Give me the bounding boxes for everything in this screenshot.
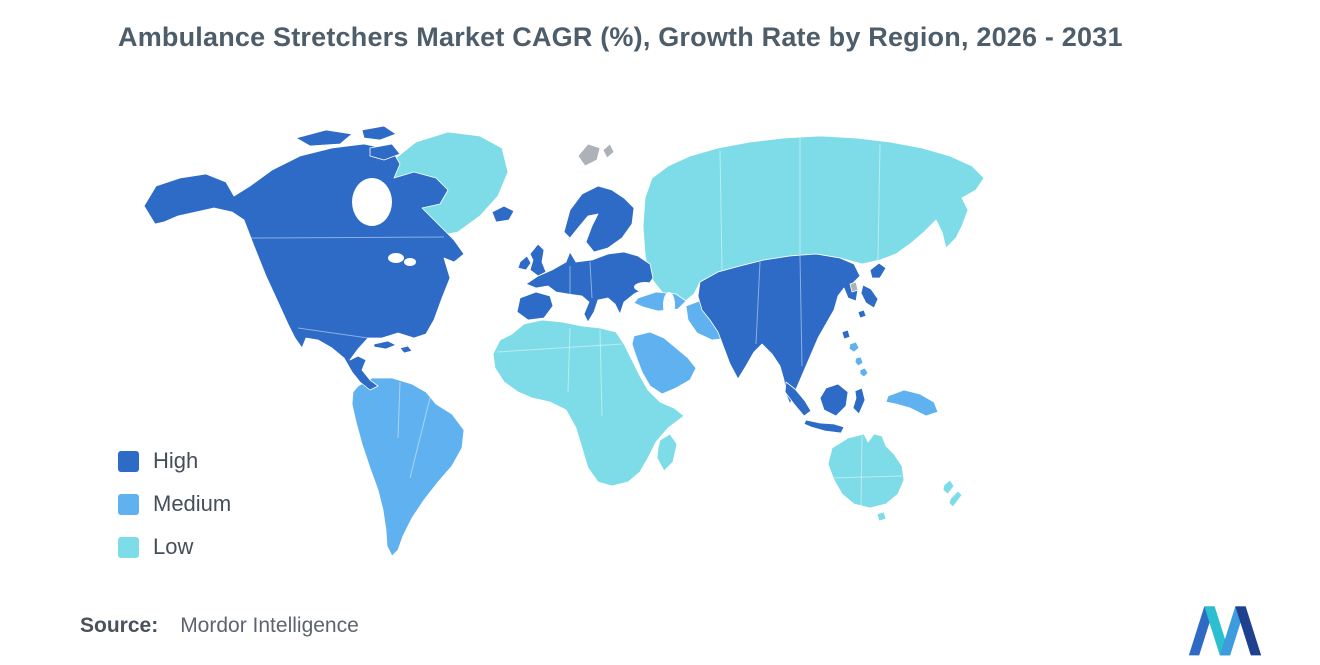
black-sea: [634, 282, 656, 292]
world-map-svg: [143, 125, 985, 557]
region-sumatra: [784, 381, 812, 417]
region-japan-kyushu: [857, 309, 867, 319]
region-svalbard-2: [602, 143, 615, 159]
region-north-korea: [849, 281, 859, 293]
region-svalbard-1: [577, 143, 601, 167]
region-south-america: [351, 377, 465, 557]
legend-label-medium: Medium: [153, 491, 232, 516]
region-africa: [492, 319, 685, 487]
great-lakes-1: [388, 253, 404, 263]
region-united-kingdom: [529, 243, 547, 277]
mordor-intelligence-logo: [1188, 606, 1262, 656]
region-philippines-3: [859, 367, 869, 378]
region-hispaniola: [399, 345, 413, 354]
region-canadian-arctic-2: [361, 125, 397, 141]
region-philippines-1: [848, 341, 860, 353]
region-cuba: [373, 340, 397, 350]
region-iberia: [516, 291, 554, 321]
region-borneo: [819, 383, 849, 417]
region-japan-hokkaido: [869, 262, 887, 279]
country-borders: [249, 138, 903, 507]
region-madagascar: [656, 433, 678, 472]
region-new-zealand-north: [942, 479, 955, 495]
region-sulawesi: [852, 387, 866, 415]
source-label: Source:: [80, 614, 159, 637]
legend-swatch-medium: [118, 493, 139, 515]
source-value: Mordor Intelligence: [180, 614, 359, 637]
region-japan-honshu: [860, 284, 879, 309]
chart-title: Ambulance Stretchers Market CAGR (%), Gr…: [118, 22, 1123, 52]
region-iceland: [491, 205, 515, 223]
source-line: Source: Mordor Intelligence: [80, 614, 359, 638]
legend-item-high: High: [118, 448, 231, 474]
legend-swatch-low: [118, 536, 139, 558]
region-new-zealand-south: [948, 490, 963, 508]
region-new-guinea: [885, 389, 939, 417]
region-ireland: [517, 255, 532, 271]
legend-item-low: Low: [118, 534, 231, 560]
region-australia: [827, 433, 905, 509]
region-taiwan: [841, 329, 851, 340]
great-lakes-2: [404, 258, 416, 266]
legend: High Medium Low: [118, 448, 231, 560]
legend-item-medium: Medium: [118, 491, 231, 517]
region-canadian-arctic-1: [295, 129, 353, 147]
region-north-america: [143, 143, 465, 391]
region-asia-mainland: [697, 253, 861, 405]
region-scandinavia: [563, 185, 635, 253]
legend-swatch-high: [118, 450, 139, 472]
legend-label-high: High: [153, 448, 199, 473]
region-canadian-arctic-3: [369, 143, 401, 161]
world-map: [100, 86, 1075, 578]
legend-label-low: Low: [153, 534, 194, 559]
region-java: [803, 419, 845, 434]
region-arabian-peninsula: [631, 331, 697, 395]
region-philippines-2: [854, 356, 864, 367]
hudson-bay: [352, 178, 392, 226]
region-tasmania: [876, 511, 887, 522]
region-europe-mainland: [525, 251, 654, 323]
caspian-sea: [663, 292, 675, 318]
